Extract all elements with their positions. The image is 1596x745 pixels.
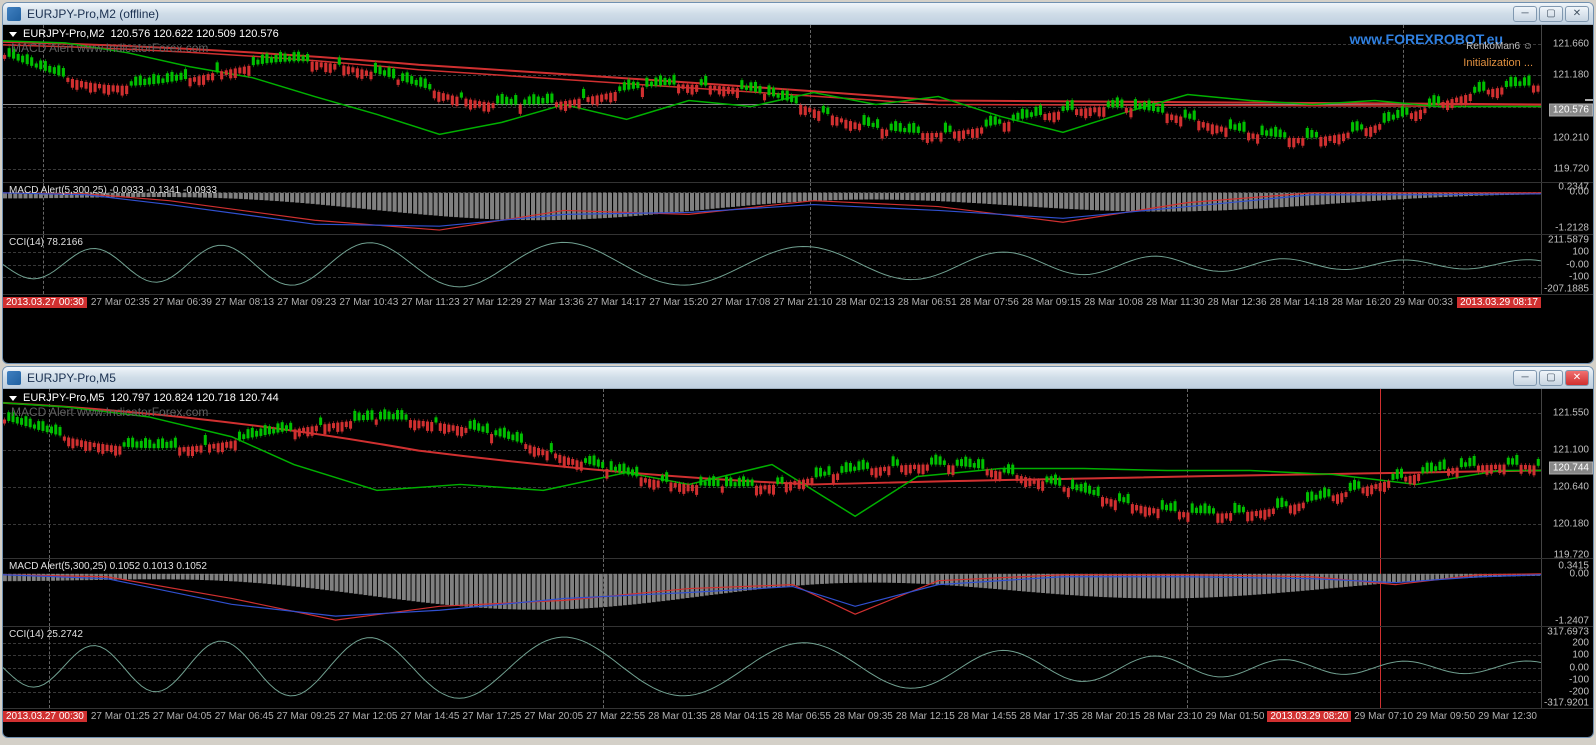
- time-axis: 2013.03.27 00:30 27 Mar 01:2527 Mar 04:0…: [3, 709, 1593, 723]
- minimize-button[interactable]: ─: [1513, 6, 1537, 22]
- chart-menu-icon[interactable]: [9, 32, 17, 37]
- macd-y-axis: 0.3415 0.00 -1.2407: [1541, 559, 1593, 626]
- price-y-axis: 121.660 121.180 120.576 120.210 119.720: [1541, 25, 1593, 182]
- renko-label: RenkoMan6 ☺: [1466, 41, 1533, 52]
- price-marker-red: [1585, 99, 1593, 101]
- macd-chart: [3, 183, 1541, 234]
- close-button[interactable]: ✕: [1565, 6, 1589, 22]
- chart-window-m2: EURJPY-Pro,M2 (offline) ─ ▢ ✕ EURJPY-Pro…: [2, 2, 1594, 364]
- cci-chart: [3, 627, 1541, 708]
- chart-area[interactable]: EURJPY-Pro,M5 120.797 120.824 120.718 12…: [3, 389, 1593, 737]
- macd-panel[interactable]: MACD Alert(5,300,25) 0.1052 0.1013 0.105…: [3, 559, 1593, 627]
- macd-label: MACD Alert(5,300,25) -0.0933 -0.1341 -0.…: [9, 185, 217, 196]
- candlestick-chart: [3, 389, 1541, 558]
- titlebar[interactable]: EURJPY-Pro,M2 (offline) ─ ▢ ✕: [3, 3, 1593, 25]
- time-end-highlight: 2013.03.29 08:17: [1457, 297, 1541, 308]
- app-icon: [7, 371, 21, 385]
- cci-panel[interactable]: CCI(14) 25.2742 317.6973 200 100 0.00: [3, 627, 1593, 709]
- close-button[interactable]: ✕: [1565, 370, 1589, 386]
- cci-chart: [3, 235, 1541, 294]
- chart-ohlc: 120.576 120.622 120.509 120.576: [111, 28, 279, 40]
- chart-window-m5: EURJPY-Pro,M5 ─ ▢ ✕ EURJPY-Pro,M5 120.79…: [2, 366, 1594, 738]
- time-start-highlight: 2013.03.27 00:30: [3, 297, 87, 308]
- chart-symbol: EURJPY-Pro,M2: [23, 28, 105, 40]
- price-y-axis: 121.550 121.100 120.744 120.640 120.180 …: [1541, 389, 1593, 558]
- chart-header[interactable]: EURJPY-Pro,M2 120.576 120.622 120.509 12…: [9, 28, 279, 40]
- macd-chart: [3, 559, 1541, 626]
- cci-y-axis: 317.6973 200 100 0.00 -100 -200 -317.920…: [1541, 627, 1593, 708]
- maximize-button[interactable]: ▢: [1539, 6, 1563, 22]
- init-status: Initialization ...: [1463, 57, 1533, 69]
- time-axis: 2013.03.27 00:30 27 Mar 02:3527 Mar 06:3…: [3, 295, 1593, 309]
- chart-area[interactable]: EURJPY-Pro,M2 120.576 120.622 120.509 12…: [3, 25, 1593, 363]
- time-start-highlight: 2013.03.27 00:30: [3, 711, 87, 722]
- titlebar[interactable]: EURJPY-Pro,M5 ─ ▢ ✕: [3, 367, 1593, 389]
- candlestick-chart: [3, 25, 1541, 182]
- price-panel[interactable]: 121.660 121.180 120.576 120.210 119.720: [3, 25, 1593, 183]
- maximize-button[interactable]: ▢: [1539, 370, 1563, 386]
- watermark-indicator: MACD Alert www.IndicatorForex.com: [11, 405, 208, 419]
- chart-symbol: EURJPY-Pro,M5: [23, 392, 105, 404]
- window-title: EURJPY-Pro,M2 (offline): [27, 7, 1513, 21]
- macd-panel[interactable]: MACD Alert(5,300,25) -0.0933 -0.1341 -0.…: [3, 183, 1593, 235]
- app-icon: [7, 7, 21, 21]
- price-panel[interactable]: 121.550 121.100 120.744 120.640 120.180 …: [3, 389, 1593, 559]
- current-price-box: 120.576: [1549, 103, 1593, 116]
- window-title: EURJPY-Pro,M5: [27, 371, 1513, 385]
- cci-y-axis: 211.5879 100 -0.00 -100 -207.1885: [1541, 235, 1593, 294]
- chart-menu-icon[interactable]: [9, 396, 17, 401]
- cci-panel[interactable]: CCI(14) 78.2166 211.5879 100 -0.00 -100 …: [3, 235, 1593, 295]
- macd-label: MACD Alert(5,300,25) 0.1052 0.1013 0.105…: [9, 561, 207, 572]
- current-price-box: 120.744: [1549, 462, 1593, 475]
- watermark-indicator: MACD Alert www.IndicatorForex.com: [11, 41, 208, 55]
- minimize-button[interactable]: ─: [1513, 370, 1537, 386]
- cci-label: CCI(14) 78.2166: [9, 237, 83, 248]
- cci-label: CCI(14) 25.2742: [9, 629, 83, 640]
- chart-ohlc: 120.797 120.824 120.718 120.744: [111, 392, 279, 404]
- chart-header[interactable]: EURJPY-Pro,M5 120.797 120.824 120.718 12…: [9, 392, 279, 404]
- macd-y-axis: 0.2347 0.00 -1.2128: [1541, 183, 1593, 234]
